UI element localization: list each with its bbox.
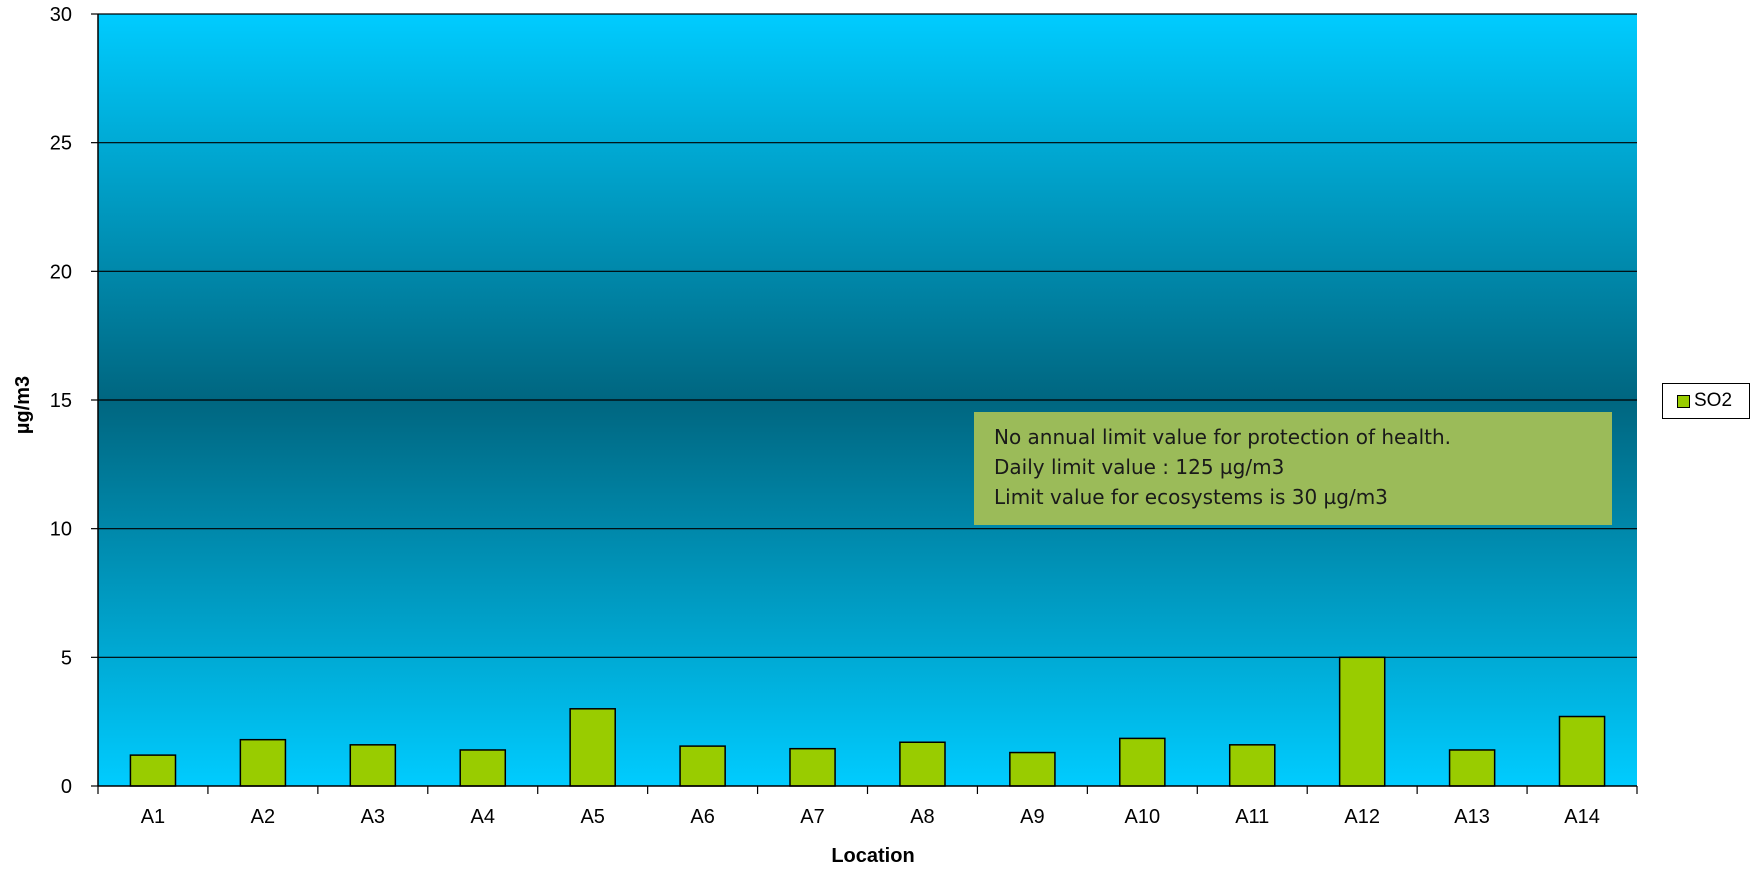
bar-a5 [569, 708, 616, 787]
x-tick-label-a7: A7 [800, 806, 824, 828]
y-tick-labels: 0 5 10 15 20 25 30 [50, 4, 72, 798]
legend-label-so2: SO2 [1694, 390, 1733, 411]
legend: SO2 [1662, 383, 1750, 419]
y-tick-label-25: 25 [50, 133, 72, 155]
bar-a13 [1448, 749, 1496, 787]
x-tick-label-a12: A12 [1344, 806, 1380, 828]
x-tick-labels: A1 A2 A3 A4 A5 A6 A7 A8 A9 A10 A11 A12 A13 A14 [141, 806, 1600, 828]
bar-a3 [349, 744, 397, 787]
bar-a2 [239, 738, 287, 787]
gridlines [98, 13, 1637, 658]
x-tick-label-a10: A10 [1125, 806, 1161, 828]
y-tick-label-15: 15 [50, 390, 72, 412]
annotation-line-2: Daily limit value : 125 µg/m3 [994, 455, 1285, 479]
bar-a1 [129, 754, 177, 787]
bar-a8 [899, 741, 946, 787]
legend-swatch-so2 [1677, 394, 1690, 408]
bar-a9 [1009, 751, 1056, 787]
bars [129, 656, 1606, 787]
x-tick-label-a9: A9 [1020, 806, 1044, 828]
x-tick-label-a4: A4 [471, 806, 495, 828]
x-tick-label-a2: A2 [251, 806, 275, 828]
annotation-line-1: No annual limit value for protection of … [994, 425, 1452, 449]
y-tick-label-30: 30 [50, 4, 72, 26]
x-tick-label-a6: A6 [690, 806, 714, 828]
x-tick-label-a1: A1 [141, 806, 165, 828]
annotation-box: No annual limit value for protection of … [974, 412, 1612, 525]
y-tick-label-10: 10 [50, 519, 72, 541]
bar-a6 [679, 745, 726, 787]
axes [91, 13, 1638, 794]
y-tick-label-5: 5 [61, 647, 72, 669]
y-axis-label: µg/m3 [12, 376, 34, 434]
bar-a12 [1338, 656, 1386, 787]
bar-a7 [789, 747, 836, 787]
bar-a10 [1119, 737, 1166, 787]
x-tick-label-a14: A14 [1564, 806, 1600, 828]
x-tick-label-a8: A8 [910, 806, 934, 828]
bar-a14 [1558, 715, 1606, 787]
x-axis-label: Location [831, 845, 914, 866]
y-tick-label-0: 0 [61, 776, 72, 798]
y-tick-label-20: 20 [50, 261, 72, 283]
x-tick-label-a3: A3 [361, 806, 385, 828]
bar-a11 [1228, 744, 1276, 787]
x-tick-label-a11: A11 [1235, 806, 1269, 828]
bar-a4 [459, 749, 507, 787]
x-tick-label-a13: A13 [1454, 806, 1490, 828]
x-tick-label-a5: A5 [580, 806, 604, 828]
annotation-line-3: Limit value for ecosystems is 30 µg/m3 [994, 485, 1388, 509]
